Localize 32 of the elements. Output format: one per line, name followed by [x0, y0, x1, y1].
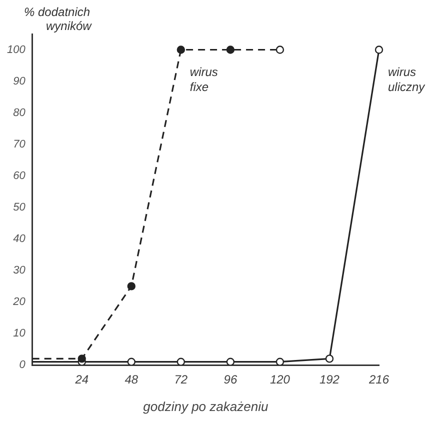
- y-tick-label: 100: [6, 44, 26, 56]
- y-axis-title: % dodatnich wyników: [24, 5, 93, 33]
- y-tick-label: 0: [19, 359, 26, 372]
- y-tick-label: 80: [13, 106, 26, 119]
- x-axis-title: godziny po zakażeniu: [143, 398, 268, 414]
- y-tick-label: 90: [13, 75, 26, 88]
- point: [325, 354, 334, 363]
- x-tick-label: 24: [74, 372, 89, 387]
- y-tick-label: 40: [13, 232, 26, 245]
- y-tick-label: 70: [13, 138, 26, 150]
- point: [127, 282, 136, 290]
- series-label: wirus uliczny: [388, 64, 426, 94]
- point: [78, 354, 86, 363]
- point: [226, 358, 235, 365]
- y-tick-label: 30: [13, 264, 26, 276]
- point: [276, 358, 284, 365]
- y-tick-label: 50: [13, 201, 26, 214]
- y-tick-label: 10: [13, 328, 26, 340]
- y-tick-label: 20: [12, 296, 26, 308]
- x-tick-label: 120: [270, 372, 290, 387]
- x-tick-label: 216: [368, 372, 390, 387]
- x-tick-label: 72: [174, 372, 188, 387]
- x-tick-label: 48: [124, 372, 138, 387]
- point: [374, 46, 384, 54]
- point: [176, 358, 186, 365]
- point: [127, 358, 136, 365]
- y-tick-label: 60: [13, 170, 26, 182]
- x-tick-label: 96: [224, 372, 238, 387]
- x-tick-label: 192: [319, 372, 340, 387]
- point: [176, 46, 186, 54]
- point: [226, 46, 235, 54]
- series-label: wirus fixe: [190, 64, 218, 94]
